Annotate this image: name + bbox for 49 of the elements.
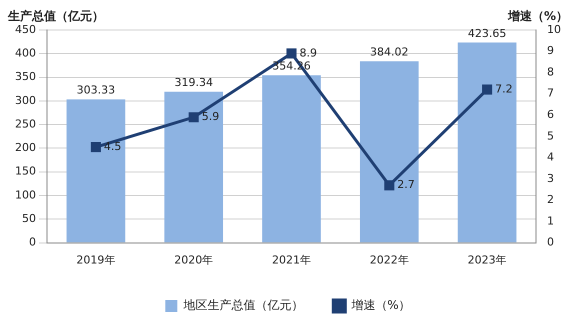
y2-axis-title: 增速（%） — [508, 8, 568, 24]
y-tick-label: 250 — [14, 117, 36, 130]
x-tick-label: 2019年 — [76, 253, 116, 266]
y-tick-label: 150 — [14, 164, 36, 178]
bar — [458, 42, 516, 242]
y2-tick-label: 9 — [547, 44, 554, 58]
legend-label: 增速（%） — [350, 298, 411, 312]
data-label: 303.33 — [76, 84, 116, 97]
y2-tick-label: 0 — [547, 236, 554, 249]
bar — [66, 99, 126, 242]
point — [482, 84, 492, 95]
y-tick-label: 400 — [14, 46, 36, 60]
y2-tick-label: 4 — [547, 150, 554, 164]
data-label: 319.34 — [174, 76, 213, 90]
x-tick-label: 2023年 — [468, 253, 507, 266]
y-tick-label: 200 — [14, 141, 36, 154]
y2-tick-label: 6 — [547, 108, 554, 121]
legend-label: 地区生产总值（亿元） — [182, 298, 304, 312]
y2-tick-label: 2 — [547, 193, 554, 206]
y2-tick-label: 8 — [547, 65, 554, 78]
data-label: 8.9 — [300, 46, 317, 60]
y-tick-label: 100 — [14, 188, 36, 202]
point — [90, 142, 101, 152]
x-tick-label: 2021年 — [272, 253, 311, 266]
y2-tick-label: 1 — [547, 214, 554, 228]
y-tick-label: 450 — [14, 22, 36, 36]
bar — [360, 61, 419, 242]
data-label: 5.9 — [202, 110, 220, 124]
data-label: 4.5 — [104, 140, 122, 153]
y-tick-label: 50 — [22, 212, 36, 226]
y2-tick-label: 7 — [547, 86, 554, 100]
bar — [164, 92, 224, 242]
point — [286, 48, 297, 58]
y-tick-label: 350 — [14, 70, 36, 84]
x-tick-label: 2020年 — [174, 253, 214, 266]
point — [188, 112, 199, 122]
data-label: 384.02 — [370, 46, 409, 59]
y-tick-label: 300 — [14, 94, 36, 107]
bar — [262, 75, 321, 242]
y2-tick-label: 5 — [547, 129, 554, 142]
y-axis-title: 生产总值（亿元） — [8, 8, 104, 24]
point — [384, 180, 394, 190]
data-label: 7.2 — [495, 82, 513, 96]
x-tick-label: 2022年 — [370, 253, 409, 266]
data-label: 2.7 — [397, 178, 415, 192]
data-label: 423.65 — [468, 26, 506, 40]
y2-tick-label: 10 — [547, 22, 562, 36]
y-tick-label: 0 — [28, 236, 36, 249]
y2-tick-label: 3 — [547, 172, 554, 185]
